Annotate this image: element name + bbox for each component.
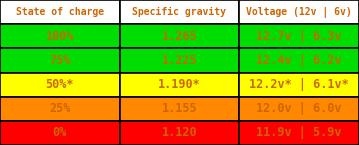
Bar [120, 121, 239, 145]
Bar [0, 0, 120, 24]
Text: State of charge: State of charge [16, 7, 104, 17]
Text: 25%: 25% [49, 102, 70, 115]
Bar [0, 24, 120, 48]
Text: 50%*: 50%* [46, 78, 74, 91]
Bar [120, 24, 239, 48]
Text: 12.7v | 6.3v: 12.7v | 6.3v [256, 30, 342, 43]
Bar [239, 0, 359, 24]
Text: 1.265: 1.265 [162, 30, 197, 43]
Text: 12.4v | 6.2v: 12.4v | 6.2v [256, 54, 342, 67]
Text: 1.225: 1.225 [162, 54, 197, 67]
Bar [239, 24, 359, 48]
Bar [120, 72, 239, 97]
Bar [0, 72, 120, 97]
Bar [239, 48, 359, 72]
Text: 75%: 75% [49, 54, 70, 67]
Bar [0, 97, 120, 121]
Text: Specific gravity: Specific gravity [132, 7, 226, 17]
Bar [239, 121, 359, 145]
Text: 12.0v | 6.0v: 12.0v | 6.0v [256, 102, 342, 115]
Bar [239, 97, 359, 121]
Bar [120, 48, 239, 72]
Bar [0, 121, 120, 145]
Text: 1.190*: 1.190* [158, 78, 201, 91]
Bar [239, 72, 359, 97]
Bar [0, 48, 120, 72]
Text: 1.120: 1.120 [162, 126, 197, 139]
Bar [120, 0, 239, 24]
Text: Voltage (12v | 6v): Voltage (12v | 6v) [246, 7, 352, 18]
Text: 1.155: 1.155 [162, 102, 197, 115]
Text: 100%: 100% [46, 30, 74, 43]
Text: 0%: 0% [53, 126, 67, 139]
Text: 12.2v* | 6.1v*: 12.2v* | 6.1v* [249, 78, 349, 91]
Bar [120, 97, 239, 121]
Text: 11.9v | 5.9v: 11.9v | 5.9v [256, 126, 342, 139]
